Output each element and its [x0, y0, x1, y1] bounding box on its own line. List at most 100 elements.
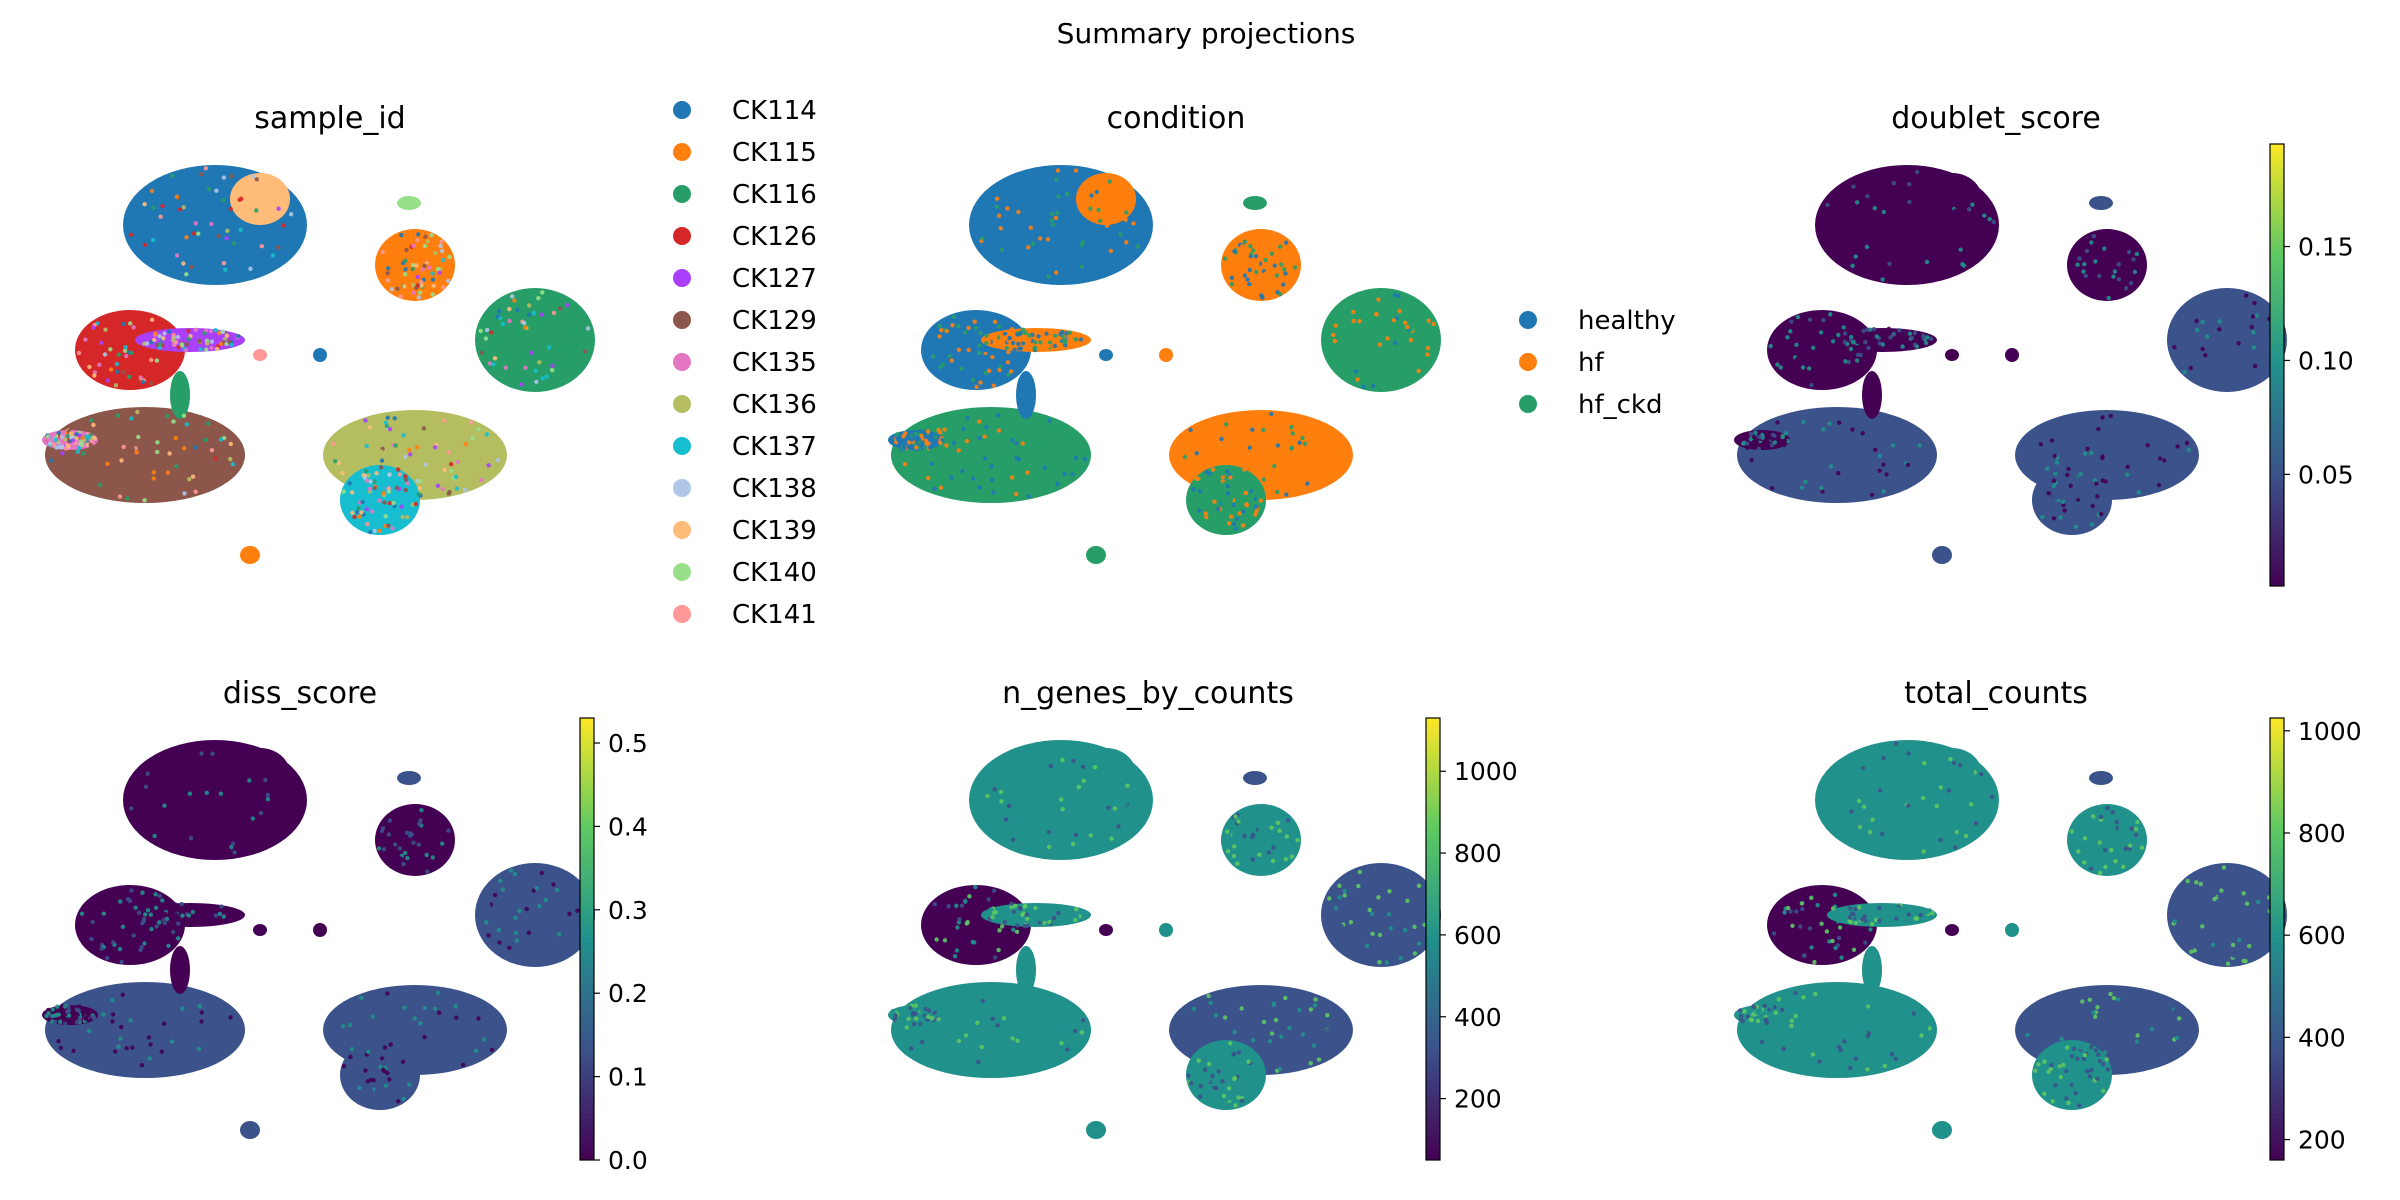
cell-point: [1807, 317, 1813, 322]
cell-point: [110, 997, 115, 1003]
cell-point: [1200, 516, 1205, 521]
cell-point: [1227, 1029, 1232, 1035]
cell-point: [2192, 364, 2197, 369]
colorbar-gradient: [1425, 717, 1441, 1161]
cell-point: [498, 878, 503, 884]
cell-point: [1101, 823, 1106, 828]
cell-point: [144, 897, 149, 902]
cell-point: [1866, 1022, 1872, 1027]
cell-point: [180, 1006, 185, 1011]
legend-label: hf_ckd: [1578, 390, 1663, 420]
cell-point: [1376, 297, 1381, 302]
cell-point: [97, 902, 102, 907]
cell-point: [1766, 433, 1771, 438]
cell-point: [1001, 910, 1006, 915]
cell-point: [414, 263, 419, 268]
cell-point: [154, 342, 160, 348]
cell-point: [2070, 1078, 2076, 1083]
cell-point: [1188, 1080, 1194, 1086]
cell-point: [213, 456, 218, 461]
cell-point: [1890, 332, 1896, 337]
cell-point: [1853, 418, 1858, 424]
cell-point: [926, 1014, 931, 1019]
cell-point: [54, 1012, 59, 1018]
cell-point: [1016, 457, 1021, 462]
cell-point: [2238, 293, 2243, 299]
cell-point: [92, 373, 97, 378]
cell-point: [514, 938, 520, 943]
cell-point: [1909, 335, 1915, 340]
cell-point: [218, 437, 224, 442]
cell-point: [1055, 210, 1060, 216]
cell-point: [966, 325, 971, 331]
cell-point: [157, 920, 162, 925]
cell-point: [75, 1012, 80, 1017]
cell-point: [378, 449, 384, 454]
cell-point: [400, 1059, 406, 1065]
cell-point: [418, 835, 423, 840]
cell-point: [145, 908, 151, 913]
cell-point: [497, 923, 502, 928]
cell-point: [1425, 346, 1431, 351]
cell-point: [539, 312, 545, 317]
cell-point: [1225, 483, 1231, 489]
cell-point: [2094, 516, 2100, 521]
cell-point: [1076, 784, 1082, 790]
cell-point: [2053, 1083, 2058, 1088]
cell-point: [391, 816, 396, 821]
cell-point: [1208, 1092, 1213, 1097]
cell-point: [2051, 478, 2057, 483]
colorbar-tick-label: 600: [2298, 921, 2346, 950]
cell-point: [2252, 363, 2258, 369]
cell-point: [2069, 829, 2074, 834]
cell-point: [2186, 447, 2191, 452]
cell-point: [387, 501, 393, 506]
cell-point: [492, 356, 498, 361]
cell-point: [1033, 905, 1038, 911]
cell-point: [171, 929, 176, 935]
cell-point: [1938, 837, 1943, 843]
cell-point: [1007, 803, 1012, 809]
cell-point: [1827, 939, 1832, 944]
cell-point: [1300, 1032, 1306, 1037]
cell-cluster: [2089, 196, 2113, 210]
cell-point: [217, 247, 222, 253]
cell-point: [1865, 194, 1870, 199]
legend-marker: [673, 437, 691, 455]
cell-point: [1882, 250, 1888, 255]
cell-cluster: [340, 1040, 420, 1110]
cell-point: [1182, 454, 1188, 460]
cell-point: [1276, 857, 1282, 863]
cell-point: [2097, 1058, 2103, 1064]
colorbar-tick-label: 200: [1454, 1085, 1502, 1114]
cell-point: [359, 510, 364, 515]
cell-point: [1274, 254, 1279, 259]
cell-point: [991, 383, 997, 388]
cell-point: [43, 440, 48, 445]
cell-point: [985, 329, 990, 334]
cell-point: [1818, 330, 1824, 335]
cell-point: [2058, 515, 2063, 520]
cell-point: [2120, 242, 2125, 247]
cell-point: [439, 248, 445, 254]
cell-point: [2244, 901, 2250, 906]
cell-point: [418, 1043, 423, 1048]
cell-point: [2082, 1053, 2088, 1058]
cell-point: [2038, 475, 2044, 481]
cell-point: [522, 320, 527, 326]
cell-point: [1861, 804, 1867, 809]
cell-point: [2256, 899, 2261, 905]
cell-point: [1877, 918, 1882, 923]
cell-point: [1917, 443, 1922, 448]
cell-point: [1236, 1095, 1241, 1100]
cell-point: [2111, 863, 2116, 868]
cell-point: [442, 821, 447, 827]
cell-point: [1240, 243, 1245, 249]
cell-point: [50, 1007, 55, 1012]
panel-title: diss_score: [223, 676, 377, 711]
cell-point: [419, 279, 424, 285]
cell-point: [131, 933, 136, 938]
cell-point: [240, 841, 245, 846]
cell-point: [205, 341, 210, 346]
cell-point: [148, 1042, 153, 1047]
